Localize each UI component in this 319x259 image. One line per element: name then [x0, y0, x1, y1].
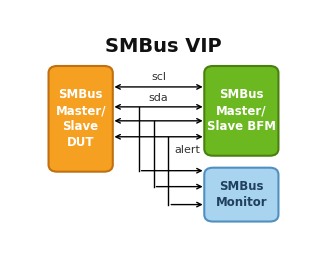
Text: sda: sda: [149, 93, 168, 103]
FancyBboxPatch shape: [48, 66, 113, 172]
Text: scl: scl: [151, 72, 166, 82]
Text: SMBus
Monitor: SMBus Monitor: [216, 180, 267, 209]
Text: alert: alert: [174, 145, 200, 155]
FancyBboxPatch shape: [204, 66, 278, 156]
Text: SMBus
Master/
Slave BFM: SMBus Master/ Slave BFM: [207, 88, 276, 133]
Text: SMBus
Master/
Slave
DUT: SMBus Master/ Slave DUT: [56, 88, 106, 149]
FancyBboxPatch shape: [204, 168, 278, 221]
Text: SMBus VIP: SMBus VIP: [105, 37, 222, 56]
